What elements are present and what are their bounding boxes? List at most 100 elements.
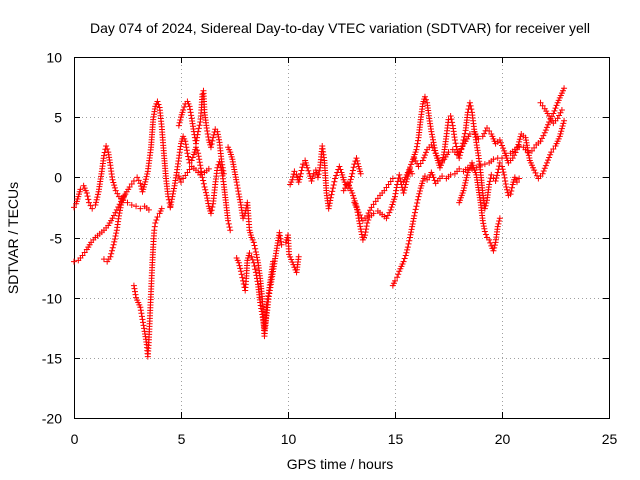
data-point bbox=[410, 218, 417, 225]
data-point bbox=[412, 206, 419, 213]
data-point bbox=[362, 232, 369, 239]
data-point bbox=[112, 209, 119, 216]
data-point bbox=[202, 189, 209, 196]
data-point bbox=[138, 310, 145, 317]
grid-lines bbox=[74, 57, 609, 418]
data-point bbox=[503, 183, 510, 190]
data-point bbox=[182, 172, 189, 179]
data-point bbox=[486, 236, 493, 243]
data-point bbox=[408, 226, 415, 233]
data-point bbox=[176, 119, 183, 126]
data-point bbox=[252, 266, 259, 273]
data-point bbox=[416, 190, 423, 197]
data-point bbox=[511, 152, 518, 159]
data-point bbox=[327, 194, 334, 201]
data-point bbox=[131, 288, 138, 295]
data-point bbox=[85, 196, 92, 203]
data-point bbox=[186, 166, 193, 173]
data-point bbox=[108, 250, 115, 257]
data-point bbox=[236, 193, 243, 200]
data-point bbox=[479, 133, 486, 140]
data-point bbox=[253, 275, 260, 282]
data-point bbox=[475, 135, 482, 142]
data-point bbox=[197, 162, 204, 169]
data-point bbox=[207, 210, 214, 217]
data-point bbox=[197, 165, 204, 172]
data-point bbox=[130, 177, 137, 184]
data-point bbox=[453, 143, 460, 150]
data-point bbox=[167, 201, 174, 208]
data-point bbox=[481, 130, 488, 137]
data-point bbox=[100, 152, 107, 159]
data-point bbox=[410, 215, 417, 222]
data-point bbox=[111, 235, 118, 242]
data-point bbox=[197, 171, 204, 178]
data-point bbox=[483, 200, 490, 207]
data-point bbox=[251, 262, 258, 269]
data-point bbox=[461, 182, 468, 189]
y-tick-label: 10 bbox=[46, 50, 62, 66]
data-point bbox=[542, 127, 549, 134]
data-point bbox=[487, 239, 494, 246]
data-point bbox=[397, 178, 404, 185]
data-point bbox=[428, 128, 435, 135]
data-point bbox=[168, 199, 175, 206]
data-point bbox=[239, 274, 246, 281]
data-point bbox=[414, 196, 421, 203]
data-point bbox=[403, 249, 410, 256]
data-point bbox=[558, 128, 565, 135]
data-point bbox=[299, 161, 306, 168]
data-point bbox=[297, 170, 304, 177]
data-point bbox=[248, 253, 255, 260]
data-point bbox=[225, 220, 232, 227]
data-point bbox=[251, 242, 258, 249]
data-point bbox=[130, 282, 137, 289]
data-point bbox=[210, 134, 217, 141]
data-point bbox=[158, 205, 165, 212]
x-tick-label: 25 bbox=[602, 431, 618, 447]
data-point bbox=[466, 99, 473, 106]
data-point bbox=[499, 163, 505, 170]
data-point bbox=[499, 142, 505, 149]
data-point bbox=[406, 234, 413, 241]
data-point bbox=[370, 201, 377, 208]
data-point bbox=[406, 164, 413, 171]
data-point bbox=[411, 212, 418, 219]
data-point bbox=[170, 188, 177, 195]
data-point bbox=[117, 207, 124, 214]
data-point bbox=[390, 198, 397, 205]
data-point bbox=[195, 150, 202, 157]
data-point bbox=[194, 131, 201, 138]
data-point bbox=[531, 144, 538, 151]
data-point bbox=[456, 152, 463, 159]
data-point bbox=[356, 220, 363, 227]
data-point bbox=[252, 248, 259, 255]
data-point bbox=[104, 146, 111, 153]
data-point bbox=[177, 116, 184, 123]
data-point bbox=[539, 102, 546, 109]
data-point bbox=[501, 174, 508, 181]
data-point bbox=[201, 183, 208, 190]
data-point bbox=[143, 173, 150, 180]
data-point bbox=[350, 192, 357, 199]
data-point bbox=[494, 169, 501, 176]
data-point bbox=[181, 103, 188, 110]
data-point bbox=[142, 178, 149, 185]
data-point bbox=[71, 204, 77, 211]
data-point bbox=[184, 169, 191, 176]
data-point bbox=[315, 171, 322, 178]
data-point bbox=[385, 181, 392, 188]
data-point bbox=[548, 149, 555, 156]
series-segment-3 bbox=[100, 192, 128, 265]
data-point bbox=[457, 149, 464, 156]
data-point bbox=[175, 122, 182, 129]
data-point bbox=[297, 173, 304, 180]
data-point bbox=[214, 128, 221, 135]
data-point bbox=[383, 184, 390, 191]
data-point bbox=[439, 173, 446, 180]
data-point bbox=[235, 188, 242, 195]
data-point bbox=[349, 170, 356, 177]
data-point bbox=[330, 181, 337, 188]
data-point bbox=[155, 101, 162, 108]
data-point bbox=[238, 271, 245, 278]
